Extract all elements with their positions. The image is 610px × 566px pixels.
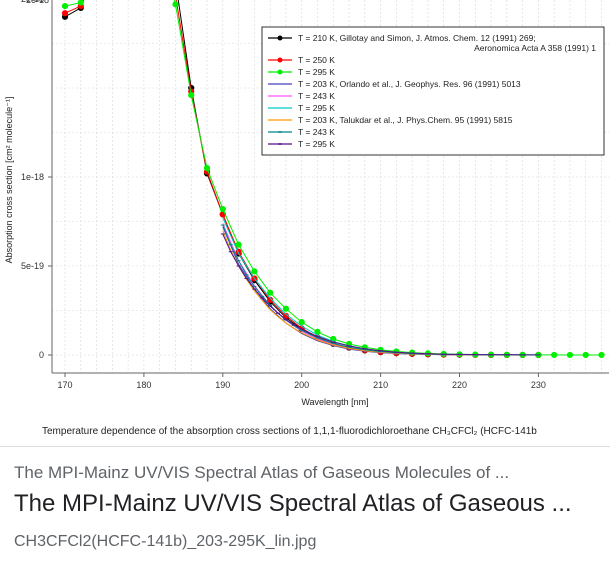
data-point-2 [582,351,589,359]
chart-image[interactable]: 170 180 190 200 210 220 230 0 5e-19 1e-18 2e-182e-… [0,0,610,445]
y-tick-label-clipped: 2e-18 [26,0,49,5]
x-tick-label: 200 [294,380,309,390]
series-line-8 [222,233,539,356]
x-tick-label: 220 [452,380,467,390]
x-tick-label: 190 [215,380,230,390]
x-tick-label: 210 [373,380,388,390]
y-tick-label: 5e-19 [21,261,44,271]
data-point-2 [251,268,258,275]
result-title-link[interactable]: The MPI-Mainz UV/VIS Spectral Atlas of G… [14,490,572,517]
data-point-2 [566,351,574,359]
data-point-2 [282,305,290,312]
data-point-2 [172,1,179,8]
legend-label-6: T = 203 K, Talukdar et al., J. Phys.Chem… [298,115,513,125]
legend-label-7: T = 243 K [298,127,335,137]
legend-label-5: T = 295 K [298,103,335,113]
x-tick-label: 170 [57,380,72,390]
x-tick-label: 180 [136,380,151,390]
divider [0,446,610,447]
data-point-2 [551,351,558,359]
legend-label-1: T = 250 K [298,55,335,65]
x-axis-title: Wavelength [nm] [301,397,368,407]
data-point-2 [188,92,195,99]
legend-label-8: T = 295 K [298,139,335,149]
image-result-card[interactable] [0,447,610,566]
data-point-1 [61,10,69,17]
data-point-2 [267,289,274,296]
chart-caption: Temperature dependence of the absorption… [42,426,537,437]
y-axis-title: Absorption cross section [cm² molecule⁻¹… [4,97,14,264]
data-point-2 [219,205,226,213]
y-tick-label: 0 [39,350,44,360]
legend-box [261,26,605,156]
data-point-2 [203,165,211,172]
data-point-2 [61,3,69,10]
data-point-2 [235,241,242,248]
x-tick-label: 230 [531,380,546,390]
y-tick-label: 2e-18 [21,0,44,4]
legend-label-3: T = 203 K, Orlando et al., J. Geophys. R… [298,79,521,89]
legend-label-0: T = 210 K, Gillotay and Simon, J. Atmos.… [298,33,536,43]
data-point-2 [598,351,605,359]
legend-label-0-cont: Aeronomica Acta A 358 (1991) 1 [474,43,596,53]
data-point-2 [77,0,84,6]
result-filename: CH3CFCl2(HCFC-141b)_203-295K_lin.jpg [14,533,317,550]
data-point-2 [298,318,305,326]
result-source-text[interactable]: The MPI-Mainz UV/VIS Spectral Atlas of G… [14,463,510,482]
legend-marker-2 [277,69,283,75]
absorption-chart: 170 180 190 200 210 220 230 0 5e-19 1e-18 2e-182e-… [4,0,609,407]
data-point-2 [314,328,321,335]
legend-label-4: T = 243 K [298,91,335,101]
y-tick-label: 1e-18 [21,172,44,182]
legend-marker-1 [277,57,283,63]
legend-marker-0 [277,35,283,41]
legend-label-2: T = 295 K [298,67,335,77]
data-point-1 [267,296,274,303]
